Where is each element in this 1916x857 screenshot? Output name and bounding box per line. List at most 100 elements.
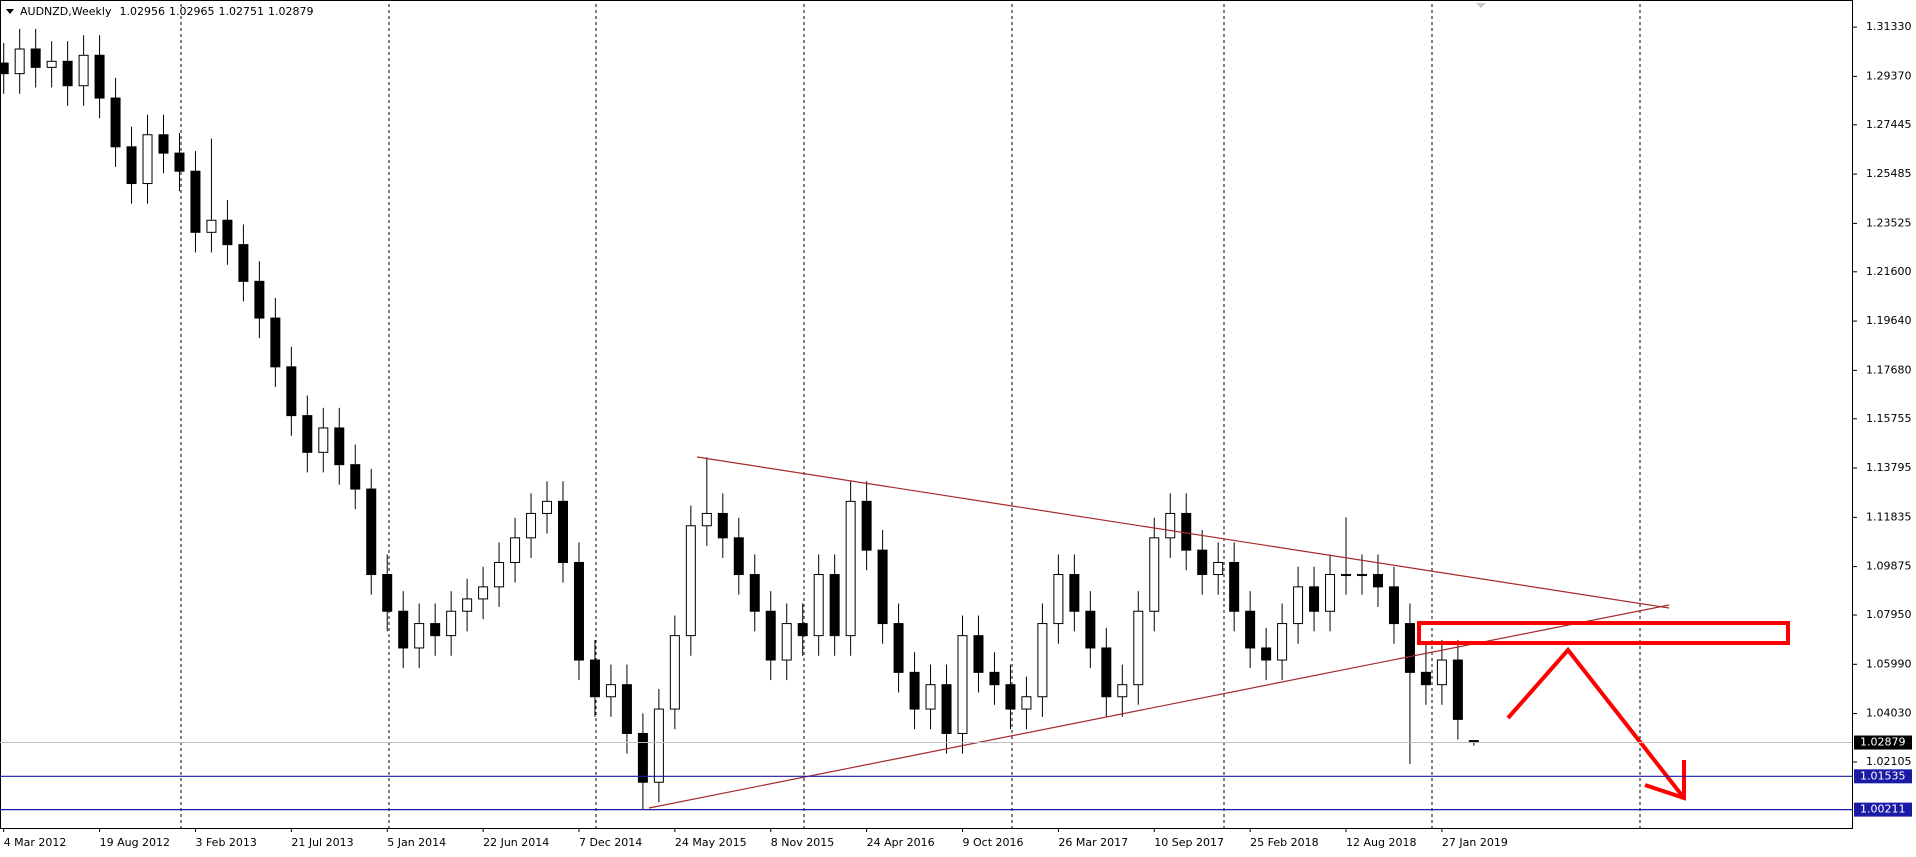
candle-body [653, 708, 664, 783]
trendline-lower [648, 604, 1670, 809]
projection-arrow [1506, 646, 1686, 800]
x-tick-label: 10 Sep 2017 [1154, 836, 1224, 849]
candle-body [925, 684, 936, 710]
candle-body [685, 525, 696, 637]
candle-body [174, 152, 185, 172]
candle-body [1245, 610, 1256, 649]
header: AUDNZD,Weekly 1.02956 1.02965 1.02751 1.0287… [6, 5, 313, 18]
y-tick-label: 1.05990 [1866, 657, 1912, 670]
x-tick-label: 9 Oct 2016 [963, 836, 1024, 849]
candle-body [1021, 696, 1032, 710]
candle-body [286, 366, 297, 417]
candle-body [30, 48, 41, 68]
arrow-head [1644, 760, 1686, 801]
x-tick-label: 12 Aug 2018 [1346, 836, 1416, 849]
y-tick-label: 1.02105 [1866, 755, 1912, 768]
symbol-header: AUDNZD,Weekly 1.02956 1.02965 1.02751 1.0287… [20, 5, 313, 18]
candle-body [909, 671, 920, 710]
candle-body [829, 574, 840, 637]
candle-body [1420, 671, 1431, 686]
candle-body [637, 732, 648, 783]
candle-body [845, 500, 856, 637]
candle-body [989, 671, 1000, 686]
y-tick-label: 1.19640 [1866, 314, 1912, 327]
candle-body [78, 54, 89, 87]
ohlc-open: 1.02956 [119, 5, 165, 18]
candle-body [1037, 623, 1048, 698]
y-tick-label: 1.04030 [1866, 707, 1912, 720]
y-tick-label: 1.27445 [1866, 118, 1912, 131]
candle-body [797, 623, 808, 637]
candle-body [62, 60, 73, 87]
price-label-box [1854, 802, 1912, 817]
x-tick-label: 3 Feb 2013 [195, 836, 256, 849]
y-tick-label: 1.11835 [1866, 510, 1912, 523]
y-tick-label: 1.17680 [1866, 363, 1912, 376]
x-tick-label: 25 Feb 2018 [1250, 836, 1318, 849]
candle-body [813, 574, 824, 637]
candle-body [526, 512, 537, 539]
candle-body [478, 586, 489, 600]
axes: 1.31330 1.29370 1.27445 1.25485 1.23525 1.216… [0, 20, 1912, 849]
candle-body [1261, 647, 1272, 661]
candle-body [142, 134, 153, 185]
candle-body [1436, 659, 1447, 686]
candle-body [1404, 623, 1415, 673]
candle-body [1117, 684, 1128, 698]
candle-body [270, 317, 281, 368]
candle-body [14, 48, 25, 75]
y-tick-label: 1.15755 [1866, 412, 1912, 425]
y-tick-label: 1.25485 [1866, 167, 1912, 180]
candle-body [510, 537, 521, 563]
candle-body [46, 60, 57, 68]
candle-body [1357, 574, 1367, 577]
candle-body [669, 635, 680, 710]
candle-body [126, 146, 137, 185]
candle-body [1005, 684, 1016, 710]
price-label: 1.01535 [1860, 769, 1906, 782]
candle-body [542, 500, 553, 514]
plot-frame [0, 0, 1853, 829]
y-tick-label: 1.31330 [1866, 20, 1912, 33]
candle-body [973, 635, 984, 673]
candle-body [893, 623, 904, 673]
candle-body [430, 623, 441, 637]
x-tick-label: 19 Aug 2012 [100, 836, 170, 849]
candle-body [382, 574, 393, 612]
candle-body [1069, 574, 1080, 612]
x-tick-label: 27 Jan 2019 [1442, 836, 1508, 849]
y-tick-label: 1.29370 [1866, 69, 1912, 82]
candle-body [1388, 586, 1399, 625]
candle-body [717, 512, 728, 539]
candle-body [941, 684, 952, 734]
ohlc-low: 1.02751 [218, 5, 264, 18]
candle-body [605, 684, 616, 698]
candle-body [1197, 549, 1208, 576]
ohlc-high: 1.02965 [169, 5, 215, 18]
candle-body [621, 684, 632, 734]
candle-body [94, 54, 105, 99]
candle-body [238, 244, 249, 282]
y-tick-label: 1.07950 [1866, 608, 1912, 621]
candle-body [765, 610, 776, 661]
shift-marker [1476, 3, 1486, 8]
candle-body [1277, 623, 1288, 661]
candle-body [0, 62, 9, 75]
candles [0, 28, 1479, 810]
candle-body [366, 488, 377, 576]
candle-body [1149, 537, 1160, 612]
trendline-upper [696, 456, 1670, 609]
candle-body [1325, 574, 1336, 612]
candle-body [254, 280, 265, 319]
candle-body [558, 500, 568, 563]
candle-body [350, 464, 361, 490]
candle-body [1101, 647, 1112, 698]
candle-body [494, 561, 505, 588]
candle-body [1293, 586, 1304, 625]
candle-body [110, 97, 121, 148]
ohlc-close: 1.02879 [268, 5, 314, 18]
symbol: AUDNZD,Weekly [20, 5, 112, 18]
candle-body [158, 134, 169, 154]
candle-body [1165, 512, 1176, 539]
current-price-label: 1.02879 [1860, 736, 1906, 749]
